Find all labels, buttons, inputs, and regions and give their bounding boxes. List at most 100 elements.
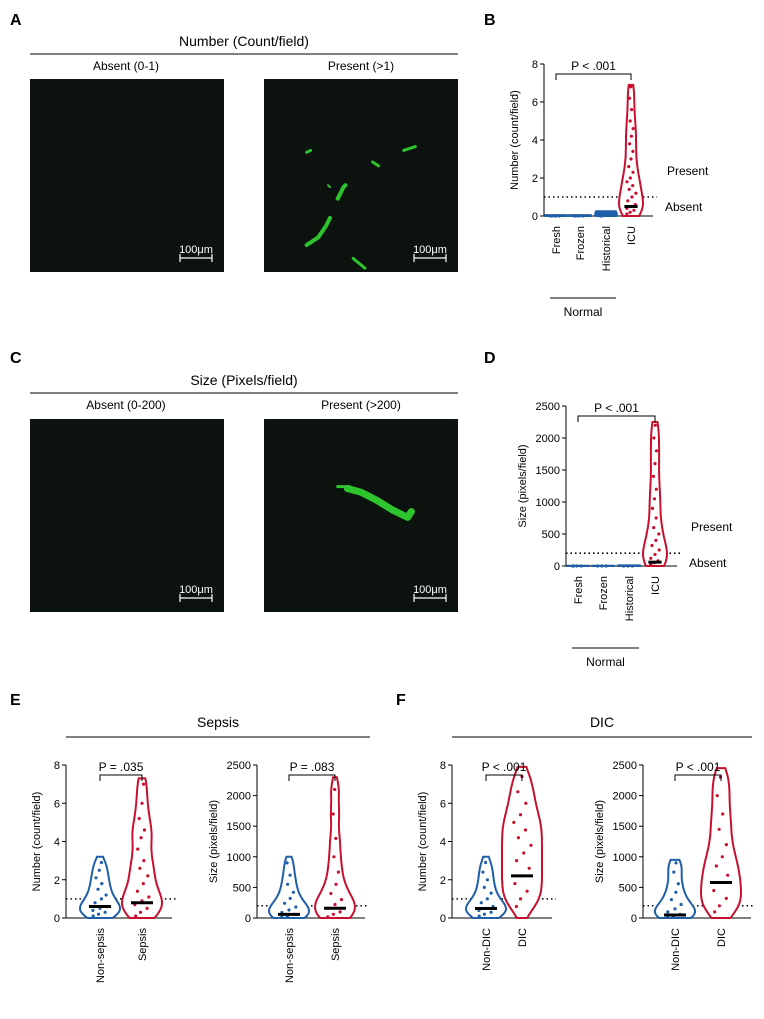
present-micrograph bbox=[264, 419, 458, 612]
y-tick-label: 0 bbox=[631, 913, 637, 925]
panel-label-f: F bbox=[396, 692, 406, 709]
data-point bbox=[581, 214, 585, 218]
data-point bbox=[512, 820, 516, 825]
y-tick-label: 1500 bbox=[536, 465, 560, 477]
data-point bbox=[523, 828, 528, 832]
data-point bbox=[666, 910, 670, 914]
fluorescent-aggregate bbox=[327, 184, 331, 189]
y-tick-label: 1000 bbox=[536, 497, 560, 509]
y-tick-label: 4 bbox=[54, 837, 60, 849]
data-point bbox=[479, 901, 483, 905]
y-tick-label: 2000 bbox=[613, 791, 637, 803]
y-tick-label: 1500 bbox=[613, 821, 637, 833]
data-point bbox=[139, 836, 143, 840]
data-point bbox=[717, 904, 722, 908]
data-point bbox=[657, 532, 661, 536]
present-label: Present bbox=[667, 164, 709, 178]
data-point bbox=[715, 794, 719, 798]
data-point bbox=[627, 96, 632, 100]
data-point bbox=[334, 836, 338, 841]
panel-label-e: E bbox=[10, 692, 21, 709]
data-point bbox=[97, 868, 101, 872]
data-point bbox=[672, 870, 676, 874]
data-point bbox=[481, 870, 485, 874]
data-point bbox=[634, 191, 638, 195]
x-category-label: DIC bbox=[716, 928, 728, 947]
data-point bbox=[575, 564, 579, 568]
data-point bbox=[134, 914, 138, 918]
data-point bbox=[331, 912, 335, 916]
data-point bbox=[550, 214, 554, 218]
y-tick-label: 2000 bbox=[227, 791, 251, 803]
p-value-label: P = .035 bbox=[99, 760, 144, 774]
fluorescent-aggregate bbox=[371, 160, 380, 168]
scale-bar-label: 100μm bbox=[179, 244, 213, 256]
significance-bracket bbox=[288, 774, 336, 781]
data-point bbox=[630, 195, 634, 199]
fluorescent-aggregate bbox=[343, 485, 415, 521]
data-point bbox=[713, 910, 717, 914]
data-point bbox=[527, 866, 531, 870]
group-label: Normal bbox=[586, 655, 625, 669]
data-point bbox=[91, 914, 95, 918]
data-point bbox=[628, 142, 632, 146]
x-category-label: ICU bbox=[626, 226, 638, 245]
data-point bbox=[518, 813, 523, 817]
p-value-label: P < .001 bbox=[482, 760, 527, 774]
fluorescent-aggregate bbox=[304, 216, 332, 247]
data-point bbox=[557, 214, 561, 218]
data-point bbox=[334, 882, 338, 886]
chart-size-sepsis: 0 500 1000 1500 2000 2500 Size (pixels/field) N… bbox=[208, 760, 369, 983]
y-tick-label: 0 bbox=[245, 913, 251, 925]
data-point bbox=[285, 861, 289, 865]
micrograph-panel-size: Size (Pixels/field) Absent (0-200) Present… bbox=[30, 372, 458, 612]
data-point bbox=[665, 915, 670, 920]
data-point bbox=[291, 890, 295, 894]
scale-bar-label: 100μm bbox=[413, 584, 447, 596]
x-category-label: Sepsis bbox=[137, 928, 149, 962]
micrograph-panel-number: Number (Count/field) Absent (0-1) Present … bbox=[30, 33, 458, 272]
chart-size-by-group: 0 500 1000 1500 2000 2500 Size (pixels/field) P… bbox=[517, 401, 733, 669]
data-point bbox=[140, 801, 144, 805]
y-tick-label: 6 bbox=[532, 97, 538, 109]
y-tick-label: 4 bbox=[440, 837, 446, 849]
data-point bbox=[596, 564, 600, 568]
data-point bbox=[628, 119, 632, 123]
data-point bbox=[145, 906, 149, 911]
violin-sepsis bbox=[120, 777, 164, 919]
y-tick-label: 2500 bbox=[536, 401, 560, 413]
data-point bbox=[485, 897, 489, 901]
data-point bbox=[516, 836, 521, 840]
data-point bbox=[572, 564, 576, 568]
absent-image-label: Absent (0-1) bbox=[93, 59, 159, 73]
data-point bbox=[96, 887, 100, 891]
x-category-label: Fresh bbox=[551, 226, 563, 254]
panel-label-c: C bbox=[10, 350, 22, 367]
y-tick-label: 4 bbox=[532, 135, 538, 147]
data-point bbox=[579, 564, 583, 568]
panel-label-d: D bbox=[484, 350, 496, 367]
data-point bbox=[604, 564, 608, 568]
y-tick-label: 0 bbox=[54, 913, 60, 925]
data-point bbox=[654, 487, 658, 491]
x-category-label: Non-DIC bbox=[481, 928, 493, 971]
data-point bbox=[482, 912, 486, 916]
chart-number-by-group: 0 2 4 6 8 Number (count/field) Present Absent Fr… bbox=[509, 59, 709, 319]
data-point bbox=[724, 896, 728, 901]
data-point bbox=[650, 506, 655, 510]
data-point bbox=[629, 134, 634, 138]
data-point bbox=[630, 564, 634, 568]
data-point bbox=[515, 859, 519, 863]
chart-number-sepsis: 0 2 4 6 8 Number (count/field) Non-sepsis Sepsi… bbox=[31, 760, 176, 983]
data-point bbox=[138, 910, 143, 914]
violin-dic bbox=[699, 767, 743, 919]
significance-bracket bbox=[555, 73, 632, 80]
data-point bbox=[718, 775, 723, 779]
data-point bbox=[524, 801, 528, 805]
data-point bbox=[600, 214, 604, 218]
y-tick-label: 2 bbox=[532, 173, 538, 185]
x-category-label: Frozen bbox=[598, 576, 610, 610]
violin-dic bbox=[501, 765, 543, 919]
y-axis-label: Number (count/field) bbox=[417, 792, 429, 892]
